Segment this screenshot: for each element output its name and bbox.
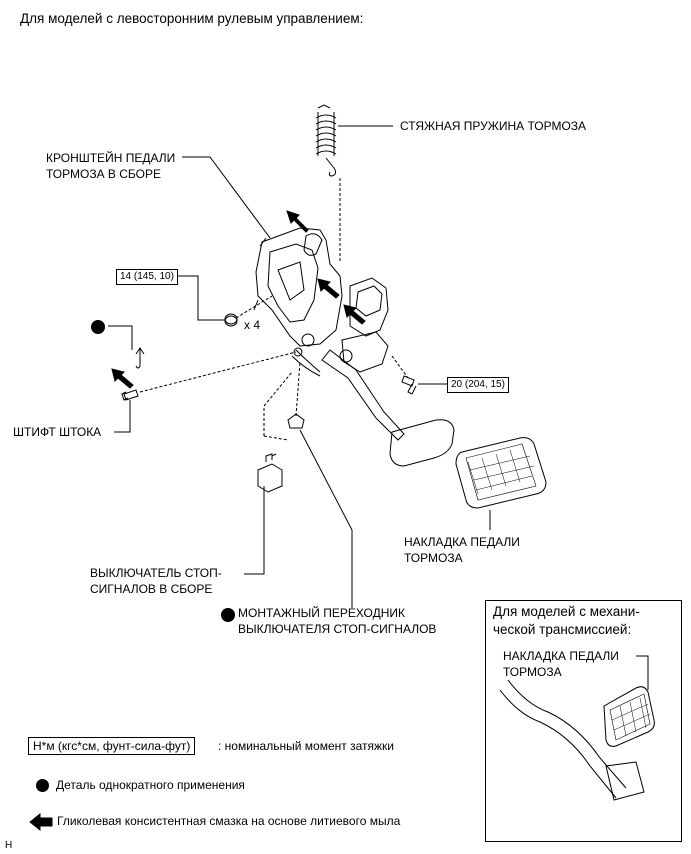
pedal-bracket-drawing — [253, 227, 455, 467]
legend-grease: Гликолевая консистентная смазка на основ… — [57, 814, 401, 828]
single-use-icon — [36, 779, 49, 792]
inset-title-line1: Для моделей с механи- — [493, 604, 640, 619]
spring-label: СТЯЖНАЯ ПРУЖИНА ТОРМОЗА — [400, 119, 587, 133]
legend-torque-box: Н*м (кгс*см, фунт-сила-фут) — [28, 737, 196, 755]
adapter-label-line1: МОНТАЖНЫЙ ПЕРЕХОДНИК — [238, 606, 405, 620]
switch-label-line1: ВЫКЛЮЧАТЕЛЬ СТОП- — [90, 566, 222, 580]
manual-transmission-inset — [485, 600, 682, 842]
nut-drawing — [224, 313, 238, 327]
bolt-torque-box: 20 (204, 15) — [447, 377, 509, 393]
inset-pedal-drawing — [499, 655, 655, 801]
nut-torque-box: 14 (145, 10) — [116, 269, 178, 285]
pin-leader-line — [114, 400, 131, 433]
legend-single-use: Деталь однократного применения — [56, 778, 245, 792]
switch-leader-line — [244, 486, 265, 575]
inset-pad-label-line2: ТОРМОЗА — [503, 665, 562, 679]
bracket-leader-line — [182, 156, 271, 239]
legend-torque-desc: : номинальный момент затяжки — [218, 739, 394, 753]
adapter-label-line2: ВЫКЛЮЧАТЕЛЯ СТОП-СИГНАЛОВ — [238, 622, 437, 636]
bracket-label-line1: КРОНШТЕЙН ПЕДАЛИ — [46, 151, 176, 165]
inset-title-line2: ческой трансмиссией: — [493, 622, 632, 637]
page-title: Для моделей с левосторонним рулевым упра… — [20, 11, 364, 26]
single-use-icon — [91, 320, 105, 334]
single-use-icon — [221, 608, 235, 622]
clip-drawing — [135, 347, 145, 369]
pad-label-line2: ТОРМОЗА — [404, 551, 463, 565]
adapter-drawing — [287, 413, 305, 429]
nut-torque-leader — [178, 275, 225, 321]
bracket-label-line2: ТОРМОЗА В СБОРЕ — [46, 167, 161, 181]
grease-arrow-icon — [29, 812, 53, 832]
adapter-leader-line — [299, 429, 353, 608]
return-spring-drawing — [315, 104, 337, 177]
nut-count: x 4 — [244, 318, 261, 332]
clip-leader-line — [108, 325, 133, 350]
pedal-pad-drawing — [455, 437, 547, 509]
figure-code: H — [5, 840, 13, 851]
pin-label: ШТИФТ ШТОКА — [13, 425, 102, 439]
inset-pad-label-line1: НАКЛАДКА ПЕДАЛИ — [503, 649, 619, 663]
switch-label-line2: СИГНАЛОВ В СБОРЕ — [90, 582, 213, 596]
pin-drawing — [121, 389, 139, 401]
bolt-drawing — [401, 375, 417, 395]
pad-label-line1: НАКЛАДКА ПЕДАЛИ — [404, 535, 520, 549]
stop-switch-drawing — [257, 453, 283, 493]
